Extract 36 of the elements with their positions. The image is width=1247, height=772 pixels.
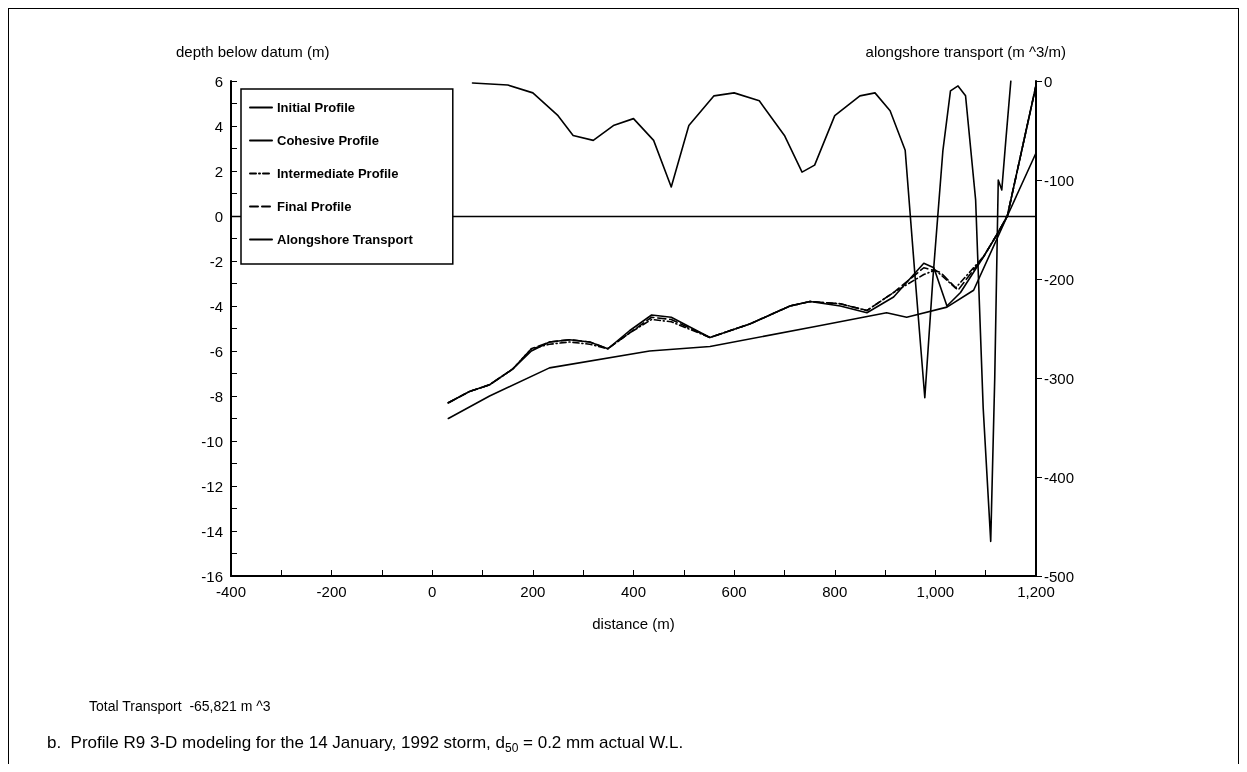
- x-tick-label: -200: [316, 583, 347, 600]
- y-tick-label: -12: [201, 477, 223, 495]
- y-tick-label: 6: [214, 72, 223, 90]
- y2-tick-label: -500: [1044, 567, 1075, 585]
- y-tick-label: 4: [214, 117, 223, 135]
- y-tick-label: -10: [201, 432, 223, 450]
- y-tick-label: -14: [201, 522, 223, 540]
- y-tick-label: -16: [201, 567, 223, 585]
- legend-label: Alongshore Transport: [277, 232, 414, 247]
- y2-tick-label: 0: [1044, 72, 1053, 90]
- text: Total Transport -65,821 m ^3: [89, 698, 271, 714]
- y-tick-label: -6: [209, 342, 223, 360]
- x-tick-label: 1,000: [916, 583, 955, 600]
- y-tick-label: 2: [214, 162, 223, 180]
- x-tick-label: 200: [520, 583, 546, 600]
- y-tick-label: -8: [209, 387, 223, 405]
- x-axis-title: distance (m): [592, 615, 675, 632]
- x-tick-label: 0: [428, 583, 437, 600]
- x-tick-label: 600: [721, 583, 747, 600]
- y-tick-label: 0: [214, 207, 223, 225]
- y2-tick-label: -300: [1044, 369, 1075, 387]
- legend-label: Intermediate Profile: [277, 166, 399, 181]
- y2-axis-title: alongshore transport (m ^3/m): [865, 43, 1066, 60]
- legend-label: Initial Profile: [277, 100, 356, 115]
- y-tick-label: -4: [209, 297, 223, 315]
- y2-tick-label: -200: [1044, 270, 1075, 288]
- y-tick-label: -2: [209, 252, 223, 270]
- legend-label: Final Profile: [277, 199, 352, 214]
- x-tick-label: 400: [620, 583, 647, 600]
- x-tick-label: -400: [215, 583, 247, 600]
- y-axis-title: depth below datum (m): [176, 43, 330, 60]
- y2-tick-label: -100: [1044, 171, 1075, 189]
- x-tick-label: 800: [822, 583, 848, 600]
- x-tick-label: 1,200: [1017, 583, 1055, 600]
- y2-tick-label: -400: [1044, 468, 1075, 486]
- legend-label: Cohesive Profile: [277, 133, 379, 148]
